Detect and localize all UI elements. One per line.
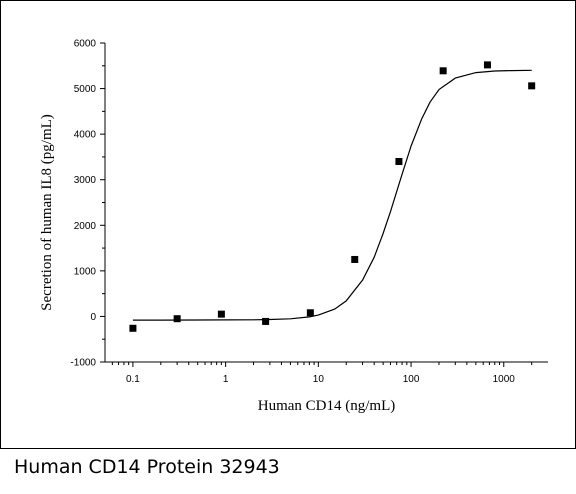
y-axis-title: Secretion of human IL8 (pg/mL) <box>39 114 55 311</box>
y-tick-label: 6000 <box>74 39 97 50</box>
x-tick-label: 0.1 <box>126 374 140 385</box>
x-tick-label: 1000 <box>493 374 516 385</box>
data-point <box>528 82 536 90</box>
y-tick-label: -1000 <box>70 358 96 369</box>
dose-response-chart: 0.1 1 10 100 1000 -1000 0 1000 2000 3000 4000 5000… <box>39 39 548 414</box>
y-tick-label: 5000 <box>74 84 97 95</box>
y-tick-label: 2000 <box>74 221 97 232</box>
data-point <box>351 255 359 263</box>
chart-frame <box>0 0 576 449</box>
data-point <box>262 317 270 325</box>
y-tick-label: 0 <box>90 312 96 323</box>
y-tick-label: 4000 <box>74 130 97 141</box>
data-point <box>483 61 491 69</box>
data-point <box>439 67 447 75</box>
x-ticks: 0.1 1 10 100 1000 <box>111 362 533 385</box>
x-tick-label: 1 <box>223 374 229 385</box>
data-point <box>173 315 181 323</box>
y-ticks: -1000 0 1000 2000 3000 4000 5000 6000 <box>70 39 105 369</box>
data-point <box>306 309 314 317</box>
axes <box>104 43 548 363</box>
y-tick-label: 3000 <box>74 175 97 186</box>
y-tick-label: 1000 <box>74 266 97 277</box>
x-tick-label: 100 <box>403 374 420 385</box>
data-points <box>129 61 536 332</box>
data-point <box>129 324 137 332</box>
fit-curve <box>132 69 532 321</box>
x-tick-label: 10 <box>313 374 325 385</box>
x-axis-title: Human CD14 (ng/mL) <box>258 398 395 414</box>
data-point <box>217 310 225 318</box>
data-point <box>395 157 403 165</box>
figure-caption: Human CD14 Protein 32943 <box>14 456 280 478</box>
